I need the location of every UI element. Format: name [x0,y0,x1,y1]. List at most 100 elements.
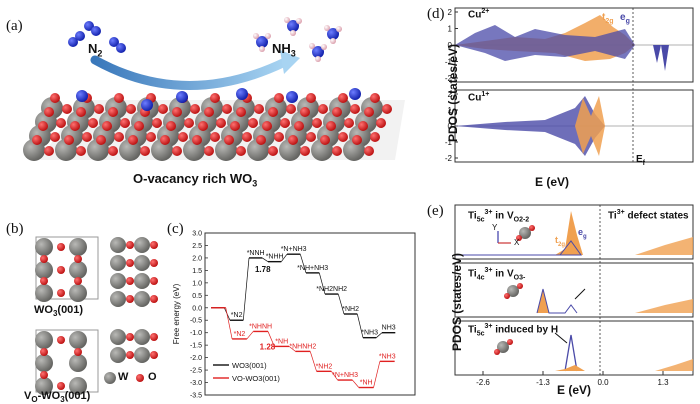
o-atom [262,121,272,131]
energy-connector [376,332,383,338]
fermi-sub: f [642,160,646,167]
fermi-text: E [636,154,643,165]
eg-e-sub: g [583,233,587,240]
w-atom [215,139,237,161]
o-atom [216,118,226,128]
arrow [574,288,586,300]
o-atom [57,336,65,344]
w-atom [69,377,87,395]
y-tick-label: -3.0 [190,380,202,387]
label-wo3-suffix: (001) [57,304,84,316]
eg-dos [455,25,635,61]
o-atom [88,118,98,128]
label-vo-suffix: (001) [64,390,91,402]
w-atom [134,237,150,253]
x-tick-label: -1.3 [536,378,550,387]
o-atom [40,348,48,356]
n-adsorbate [236,88,248,100]
barrier-label: 1.28 [260,342,276,351]
legend-label: VO-WO3(001) [232,374,280,383]
o-atom [40,255,48,263]
intermediate-label: *NH [275,338,288,345]
legend-w: W [118,371,129,383]
o-atom [70,121,80,131]
reactant-label: N2 [88,41,102,59]
o-atom [294,121,304,131]
w-atom [69,331,87,349]
intermediate-label: *NH [360,380,373,387]
o-atom [140,146,150,156]
o-atom [254,104,264,114]
o-atom [376,118,386,128]
n-adsorbate [76,90,88,102]
o-atom [382,104,392,114]
energy-connector [242,257,250,321]
sub3-sub: 5c [476,330,485,338]
t2g-peak [455,211,583,255]
sub1-ti: Ti [468,210,477,222]
eg-d-sub: g [625,18,630,25]
o-atom [74,255,82,263]
o-atom [64,135,74,145]
o-atom [120,118,130,128]
x-tick-label: 1.3 [657,378,669,387]
o-atom [320,135,330,145]
reaction-arrow [90,55,290,90]
o-atom [74,348,82,356]
o-atom [126,277,134,285]
o-atom [166,121,176,131]
defect-label: Ti3+ defect states [608,209,689,221]
fermi-label: Ef [636,154,645,167]
eg-e-text: e [578,227,584,237]
legend-w-symbol [104,372,116,384]
pdos-d-xlabel: E (eV) [535,175,570,189]
o-atom [204,107,214,117]
y-tick-label: -3.5 [190,393,202,400]
w-atom [35,284,53,302]
o-atom [210,132,220,142]
y-tick-label: -0.5 [190,318,202,325]
o-atom [332,107,342,117]
o-atom [306,93,316,103]
o-atom [114,132,124,142]
eg-dos [455,96,605,156]
o-atom [370,93,380,103]
product-sub: 3 [290,48,296,59]
w-atom [134,291,150,307]
pdos-d-ylabel: PDOS (states/eV) [446,43,460,143]
o-atom [364,146,374,156]
arrow [554,332,568,344]
panel-b-structures [35,236,158,395]
o-atom [306,132,316,142]
energy-connector [331,371,338,381]
y-axis-label: Free energy (eV) [172,283,181,344]
o-atom [150,259,158,267]
axis-x-label: X [514,238,520,247]
n-adsorbate [286,91,298,103]
o-atom [108,107,118,117]
panel-a-illustration [23,17,405,161]
w-atom [23,139,45,161]
y-tick-label: 2.0 [192,255,202,262]
y-tick-label: 2.5 [192,243,202,250]
label-vo-wo3-001: VO-WO3(001) [24,390,90,404]
cb-dos [635,237,693,255]
y-tick-label: -2 [445,154,453,163]
slab-caption-text: O-vacancy rich WO [133,171,253,186]
nh3-molecules [253,17,342,62]
x-tick-label: -2.6 [476,378,490,387]
o-atom [236,107,246,117]
intermediate-label: *NHNH2 [289,343,316,350]
intermediate-label: *NNH [247,250,265,257]
o-atom [326,121,336,131]
w-atom [134,329,150,345]
intermediate-label: *NH2NH2 [316,286,347,293]
w-atom [134,273,150,289]
energy-connector [281,253,288,262]
o-atom [338,93,348,103]
n-adsorbate [176,91,188,103]
y-tick-label: 0 [448,41,453,50]
o-atom [40,371,48,379]
o-atom [286,104,296,114]
w-atom [134,347,150,363]
